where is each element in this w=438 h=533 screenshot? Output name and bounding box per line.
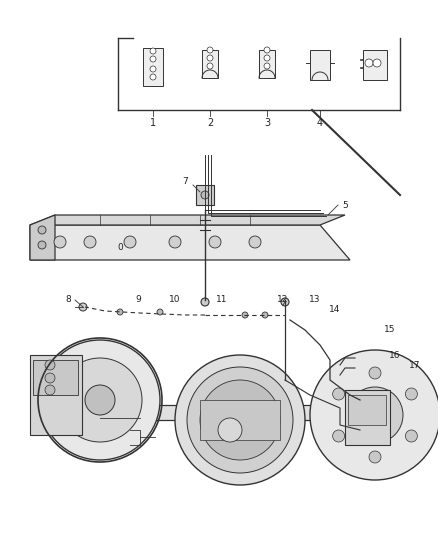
Text: 2: 2 — [207, 118, 213, 128]
Circle shape — [367, 365, 377, 375]
Text: 0: 0 — [117, 244, 123, 253]
Circle shape — [169, 236, 181, 248]
Text: 13: 13 — [309, 295, 321, 304]
Circle shape — [242, 312, 248, 318]
Circle shape — [363, 403, 387, 427]
Circle shape — [157, 309, 163, 315]
Circle shape — [310, 350, 438, 480]
Circle shape — [357, 355, 367, 365]
Text: 10: 10 — [169, 295, 181, 304]
Circle shape — [332, 388, 345, 400]
Circle shape — [264, 63, 270, 69]
Circle shape — [79, 303, 87, 311]
Circle shape — [218, 418, 242, 442]
Circle shape — [175, 355, 305, 485]
Bar — [355, 355, 390, 405]
Circle shape — [117, 309, 123, 315]
Circle shape — [406, 430, 417, 442]
Circle shape — [187, 367, 293, 473]
Circle shape — [373, 59, 381, 67]
Circle shape — [201, 298, 209, 306]
Bar — [30, 355, 82, 435]
Text: 15: 15 — [384, 326, 396, 335]
Circle shape — [124, 236, 136, 248]
Circle shape — [150, 56, 156, 62]
Circle shape — [45, 385, 55, 395]
Circle shape — [369, 367, 381, 379]
Circle shape — [45, 360, 55, 370]
Bar — [310, 50, 330, 80]
Circle shape — [201, 191, 209, 199]
Circle shape — [45, 373, 55, 383]
Circle shape — [200, 380, 280, 460]
Bar — [259, 50, 275, 78]
Circle shape — [207, 55, 213, 61]
Circle shape — [38, 241, 46, 249]
Polygon shape — [100, 405, 415, 420]
Bar — [348, 395, 386, 425]
Circle shape — [150, 48, 156, 54]
Circle shape — [85, 385, 115, 415]
Circle shape — [262, 312, 268, 318]
Text: 3: 3 — [264, 118, 270, 128]
Text: 8: 8 — [65, 295, 71, 304]
Text: 4: 4 — [317, 118, 323, 128]
Bar — [196, 185, 214, 205]
Circle shape — [249, 236, 261, 248]
Bar — [345, 390, 390, 445]
Circle shape — [207, 47, 213, 53]
Text: 16: 16 — [389, 351, 401, 359]
Polygon shape — [30, 215, 55, 260]
Text: 1: 1 — [150, 118, 156, 128]
Circle shape — [347, 387, 403, 443]
Polygon shape — [30, 215, 345, 225]
Circle shape — [209, 236, 221, 248]
Circle shape — [54, 236, 66, 248]
Text: 14: 14 — [329, 305, 341, 314]
Circle shape — [332, 430, 345, 442]
Circle shape — [365, 59, 373, 67]
Text: 17: 17 — [409, 360, 421, 369]
Circle shape — [369, 451, 381, 463]
Polygon shape — [200, 400, 280, 440]
Circle shape — [150, 74, 156, 80]
Circle shape — [58, 358, 142, 442]
Circle shape — [84, 236, 96, 248]
Text: 11: 11 — [216, 295, 228, 304]
Text: 5: 5 — [342, 200, 348, 209]
Bar — [33, 360, 78, 395]
Circle shape — [40, 340, 160, 460]
Circle shape — [281, 298, 289, 306]
Circle shape — [207, 63, 213, 69]
Circle shape — [150, 66, 156, 72]
Polygon shape — [30, 225, 350, 260]
Text: 12: 12 — [277, 295, 289, 304]
Circle shape — [264, 55, 270, 61]
Circle shape — [406, 388, 417, 400]
Text: 9: 9 — [135, 295, 141, 304]
Bar — [202, 50, 218, 78]
Circle shape — [38, 226, 46, 234]
Circle shape — [264, 47, 270, 53]
Bar — [363, 50, 387, 80]
Bar — [143, 48, 163, 86]
Text: 7: 7 — [182, 177, 188, 187]
